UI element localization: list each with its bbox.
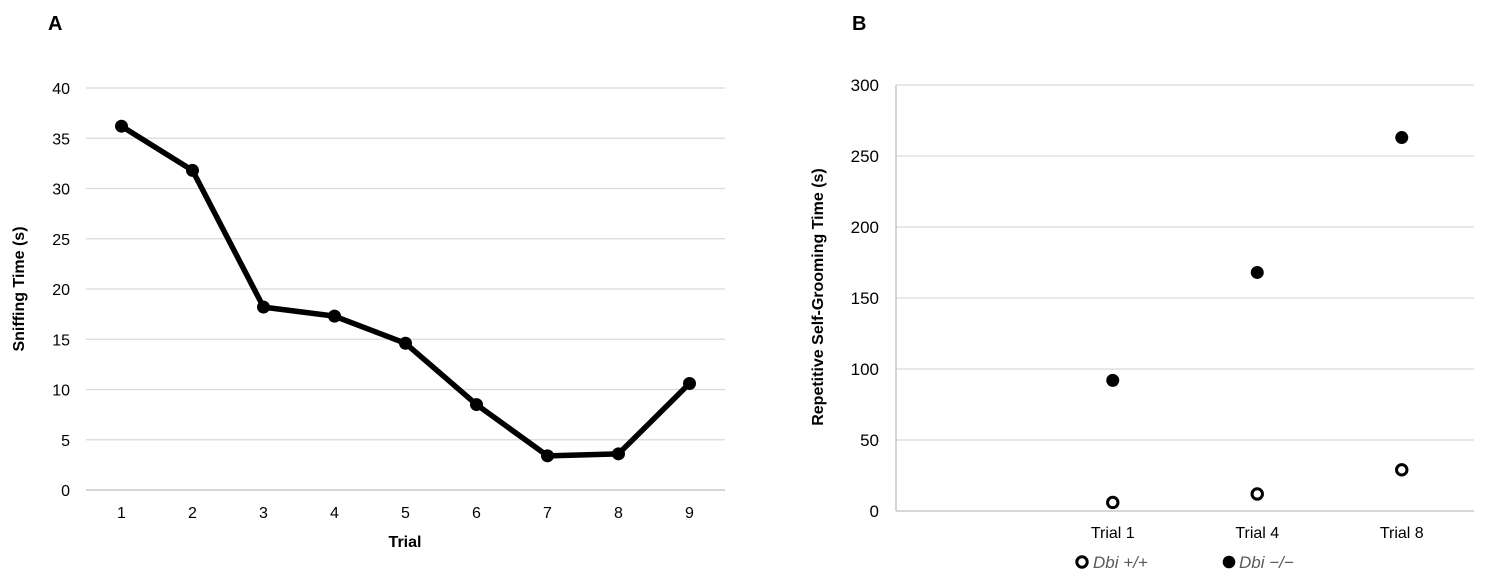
panel-a-data-point (328, 309, 341, 323)
panel-b-x-tick: Trial 4 (1235, 525, 1279, 542)
panel-a-series-line (120, 123, 692, 459)
panel-b-x-tick: Trial 8 (1380, 525, 1424, 542)
panel-a-gridlines (86, 87, 725, 491)
panel-a-x-tick: 2 (188, 505, 197, 522)
panel-a-data-point (399, 336, 412, 350)
panel-b-y-tick: 100 (851, 360, 879, 379)
panel-a-x-tick: 3 (259, 505, 268, 522)
panel-a-y-tick: 30 (52, 182, 70, 199)
panel-b-y-tick: 50 (860, 431, 879, 450)
panel-a-label: A (48, 13, 62, 35)
panel-b-y-tick: 300 (851, 76, 879, 95)
panel-a-data-point (683, 376, 696, 390)
panel-a-x-tick-labels: 1 2 3 4 5 6 7 8 9 (117, 505, 694, 522)
panel-b-point-wildtype (1250, 487, 1264, 501)
panel-b-y-tick: 0 (870, 502, 879, 521)
panel-a-x-tick: 5 (401, 505, 410, 522)
panel-b-y-tick-labels: 0 50 100 150 200 250 300 (851, 76, 879, 521)
panel-b-point-knockout (1106, 373, 1120, 387)
panel-a-y-axis-title: Sniffing Time (s) (11, 226, 28, 351)
legend-label-dbi-wildtype: Dbi +/+ (1093, 553, 1148, 572)
panel-a-data-point (257, 300, 270, 314)
legend-filled-circle-marker (1222, 555, 1236, 569)
panel-a-data-point (541, 449, 554, 463)
panel-b-y-axis-title: Repetitive Self-Grooming Time (s) (810, 168, 827, 426)
panel-a-data-point (115, 119, 128, 133)
panel-a-y-tick: 5 (61, 433, 70, 450)
panel-b-point-wildtype (1106, 495, 1120, 510)
panel-b-y-tick: 250 (851, 147, 879, 166)
legend-open-circle-marker (1075, 555, 1089, 569)
panel-a-y-tick: 15 (52, 332, 70, 349)
panel-a-y-tick: 10 (52, 383, 70, 400)
panel-a-data-point (612, 447, 625, 461)
panel-a-series (115, 119, 696, 463)
panel-a-y-tick: 35 (52, 131, 70, 148)
panel-a-y-tick: 40 (52, 81, 70, 98)
panel-b-point-wildtype (1395, 463, 1409, 477)
panel-a-x-tick: 4 (330, 505, 339, 522)
panel-b-point-knockout (1395, 131, 1409, 145)
panel-a-y-tick: 20 (52, 282, 70, 299)
panel-a-x-tick: 1 (117, 505, 126, 522)
panel-b-label: B (852, 13, 866, 35)
panel-a-y-tick: 0 (61, 483, 70, 500)
panel-b-x-tick-labels: Trial 1 Trial 4 Trial 8 (1091, 525, 1424, 542)
panel-a-x-tick: 9 (685, 505, 694, 522)
panel-b-point-knockout (1250, 265, 1264, 279)
panel-a-y-tick-labels: 0 5 10 15 20 25 30 35 40 (52, 81, 70, 500)
panel-a-line-chart: A 0 5 10 15 20 25 30 35 40 1 2 3 4 5 6 7 8 9 Trial Sniff… (11, 13, 725, 551)
panel-a-x-tick: 8 (614, 505, 623, 522)
panel-b-series (1106, 131, 1409, 510)
panel-b-x-tick: Trial 1 (1091, 525, 1135, 542)
panel-a-x-tick: 7 (543, 505, 552, 522)
panel-a-data-point (186, 163, 199, 177)
legend-label-dbi-knockout: Dbi −/− (1239, 553, 1294, 572)
panel-b-y-tick: 150 (851, 289, 879, 308)
panel-b-y-tick: 200 (851, 218, 879, 237)
panel-b-gridlines (895, 84, 1474, 512)
panel-a-x-axis-title: Trial (389, 534, 422, 551)
panel-b-legend: Dbi +/+ Dbi −/− (1075, 553, 1294, 572)
panel-a-x-tick: 6 (472, 505, 481, 522)
panel-a-data-point (470, 398, 483, 412)
panel-a-y-tick: 25 (52, 232, 70, 249)
